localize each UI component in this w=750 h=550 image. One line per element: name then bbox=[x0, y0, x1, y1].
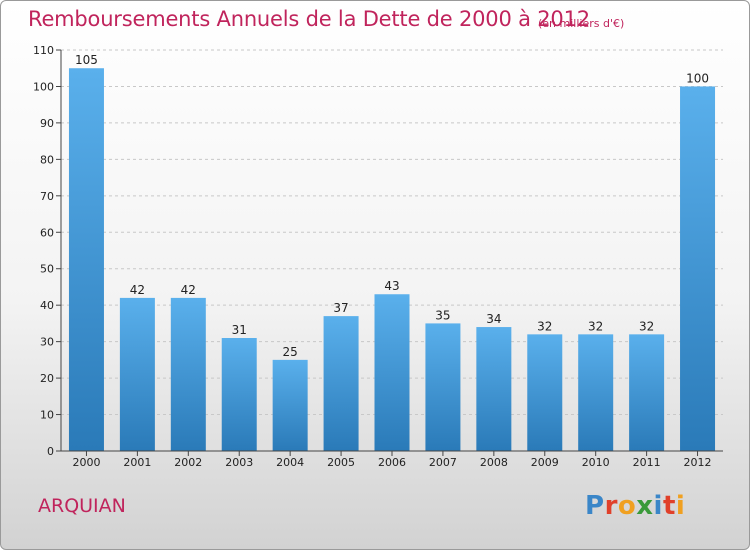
logo-letter: x bbox=[636, 491, 654, 521]
bar bbox=[323, 316, 359, 451]
data-label: 105 bbox=[75, 53, 98, 67]
data-label: 32 bbox=[588, 319, 603, 333]
x-tick-label: 2008 bbox=[480, 456, 508, 469]
data-label: 31 bbox=[232, 323, 247, 337]
data-label: 34 bbox=[486, 312, 501, 326]
bar bbox=[629, 334, 665, 451]
axis-layer: 0 10 20 30 40 50 60 70 80 90 100 110 2000 2001 2002 200… bbox=[33, 44, 723, 469]
y-tick-label: 60 bbox=[40, 226, 54, 239]
x-tick-label: 2003 bbox=[225, 456, 253, 469]
bar bbox=[476, 327, 512, 451]
commune-name: ARQUIAN bbox=[38, 495, 126, 517]
y-tick-label: 0 bbox=[47, 445, 54, 458]
data-label: 37 bbox=[333, 301, 348, 315]
data-label: 25 bbox=[283, 345, 298, 359]
logo-letter: i bbox=[653, 491, 663, 521]
y-tick-label: 80 bbox=[40, 153, 54, 166]
x-tick-label: 2000 bbox=[72, 456, 100, 469]
x-tick-label: 2004 bbox=[276, 456, 304, 469]
bar bbox=[119, 297, 155, 451]
y-tick-label: 110 bbox=[33, 44, 54, 57]
x-tick-label: 2002 bbox=[174, 456, 202, 469]
data-label: 42 bbox=[181, 283, 196, 297]
logo-letter: P bbox=[585, 491, 605, 521]
x-tick-label: 2001 bbox=[123, 456, 151, 469]
logo-letter: o bbox=[617, 491, 637, 521]
bar-layer: 105 42 42 31 25 37 43 35 34 32 32 32 100 bbox=[68, 53, 716, 452]
y-tick-label: 10 bbox=[40, 409, 54, 422]
bar bbox=[425, 323, 461, 451]
data-label: 42 bbox=[130, 283, 145, 297]
y-tick-label: 50 bbox=[40, 263, 54, 276]
x-tick-label: 2006 bbox=[378, 456, 406, 469]
bar bbox=[374, 294, 410, 451]
logo-letter: t bbox=[662, 491, 676, 521]
bar bbox=[680, 86, 716, 452]
x-tick-label: 2012 bbox=[684, 456, 712, 469]
bar bbox=[578, 334, 614, 451]
bar bbox=[272, 359, 308, 451]
y-tick-label: 70 bbox=[40, 190, 54, 203]
proxiti-logo: Proxiti bbox=[585, 491, 685, 521]
bar bbox=[527, 334, 563, 451]
bar bbox=[68, 68, 104, 452]
x-tick-label: 2009 bbox=[531, 456, 559, 469]
x-tick-label: 2007 bbox=[429, 456, 457, 469]
logo-letter: r bbox=[604, 491, 618, 521]
data-label: 35 bbox=[435, 308, 450, 322]
x-tick-label: 2005 bbox=[327, 456, 355, 469]
chart-subtitle: (en milliers d'€) bbox=[538, 17, 625, 30]
y-tick-label: 30 bbox=[40, 336, 54, 349]
x-tick-label: 2011 bbox=[633, 456, 661, 469]
logo-letter: i bbox=[675, 491, 686, 521]
data-label: 100 bbox=[686, 71, 709, 85]
chart-title: Remboursements Annuels de la Dette de 20… bbox=[28, 7, 590, 31]
data-label: 32 bbox=[537, 319, 552, 333]
bar bbox=[221, 337, 257, 451]
y-tick-label: 40 bbox=[40, 299, 54, 312]
y-tick-label: 100 bbox=[33, 80, 54, 93]
x-tick-label: 2010 bbox=[582, 456, 610, 469]
bar bbox=[170, 297, 206, 451]
y-tick-label: 20 bbox=[40, 372, 54, 385]
data-label: 43 bbox=[384, 279, 399, 293]
y-tick-label: 90 bbox=[40, 117, 54, 130]
data-label: 32 bbox=[639, 319, 654, 333]
